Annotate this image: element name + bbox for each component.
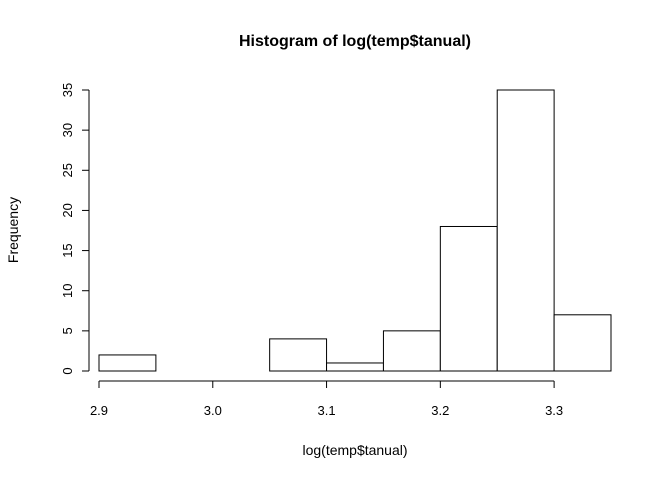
y-axis-label: Frequency — [5, 197, 21, 263]
y-tick-label: 20 — [60, 203, 75, 217]
y-tick-label: 15 — [60, 243, 75, 257]
histogram-bar-6 — [439, 225, 498, 372]
bars-group — [98, 89, 612, 372]
histogram-bar-4 — [326, 362, 384, 372]
y-tick-label: 10 — [60, 283, 75, 297]
x-axis: 2.9 3.0 3.1 3.2 3.3 — [90, 380, 563, 418]
y-tick-label: 0 — [60, 367, 75, 374]
histogram-bar-7 — [496, 89, 555, 372]
y-tick-label: 5 — [60, 327, 75, 334]
histogram-bar-8 — [553, 314, 612, 372]
x-tick-label: 2.9 — [90, 403, 108, 418]
x-axis-label: log(temp$tanual) — [302, 442, 407, 458]
x-tick-label: 3.0 — [204, 403, 222, 418]
x-tick-label: 3.3 — [545, 403, 563, 418]
y-tick-label: 30 — [60, 123, 75, 137]
y-tick-label: 25 — [60, 163, 75, 177]
x-tick-label: 3.1 — [318, 403, 336, 418]
y-axis: 0 5 10 15 20 25 30 35 — [60, 83, 90, 375]
x-tick-label: 3.2 — [431, 403, 449, 418]
y-tick-label: 35 — [60, 83, 75, 97]
histogram-bar-3 — [269, 338, 328, 372]
chart-title: Histogram of log(temp$tanual) — [239, 33, 471, 50]
histogram-bar-0 — [98, 354, 157, 372]
histogram-bar-5 — [382, 330, 441, 372]
